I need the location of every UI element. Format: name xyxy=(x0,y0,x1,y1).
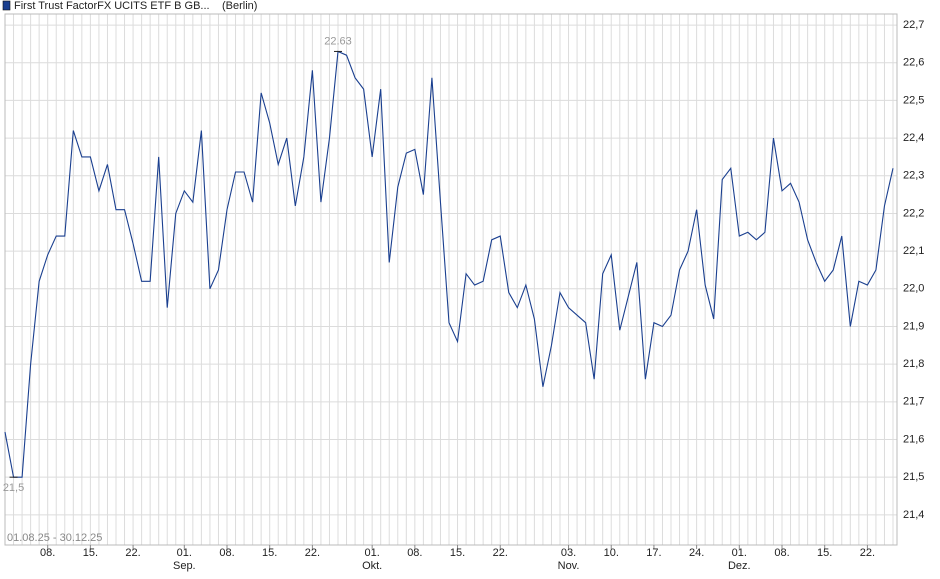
plot-frame xyxy=(4,13,898,546)
x-tick-label: 03. xyxy=(561,547,576,559)
x-tick-label: 15. xyxy=(262,547,277,559)
x-tick-label: 17. xyxy=(646,547,661,559)
y-tick-label: 22,0 xyxy=(903,283,924,295)
legend-label: First Trust FactorFX UCITS ETF B GB... xyxy=(14,0,210,12)
x-tick-label: 15. xyxy=(83,547,98,559)
x-tick-label: 01. xyxy=(177,547,192,559)
x-tick-label: 22. xyxy=(493,547,508,559)
x-tick-label: 08. xyxy=(40,547,55,559)
month-label: Nov. xyxy=(558,560,580,572)
y-tick-label: 21,4 xyxy=(903,509,924,521)
month-label: Okt. xyxy=(362,560,382,572)
month-label: Dez. xyxy=(728,560,751,572)
x-tick-label: 15. xyxy=(817,547,832,559)
legend-swatch xyxy=(2,0,11,11)
y-tick-label: 22,1 xyxy=(903,245,924,257)
y-tick-label: 22,6 xyxy=(903,57,924,69)
x-tick-label: 08. xyxy=(219,547,234,559)
y-tick-label: 21,6 xyxy=(903,433,924,445)
x-tick-label: 08. xyxy=(774,547,789,559)
x-tick-label: 22. xyxy=(860,547,875,559)
y-tick-label: 22,4 xyxy=(903,132,924,144)
price-line xyxy=(4,50,894,478)
x-tick-label: 22. xyxy=(305,547,320,559)
period-label: 01.08.25 - 30.12.25 xyxy=(7,532,102,544)
x-tick-label: 01. xyxy=(365,547,380,559)
x-tick-label: 24. xyxy=(689,547,704,559)
x-tick-label: 10. xyxy=(604,547,619,559)
x-tick-label: 22. xyxy=(125,547,140,559)
annotation-label: 22.63 xyxy=(324,35,352,47)
exchange-label: (Berlin) xyxy=(222,0,257,12)
y-tick-label: 22,3 xyxy=(903,170,924,182)
annotation-label: 21,5 xyxy=(3,482,24,494)
month-label: Sep. xyxy=(173,560,196,572)
y-tick-label: 22,2 xyxy=(903,207,924,219)
y-tick-label: 22,7 xyxy=(903,19,924,31)
y-tick-label: 21,5 xyxy=(903,471,924,483)
x-tick-label: 08. xyxy=(407,547,422,559)
y-tick-label: 21,9 xyxy=(903,320,924,332)
y-tick-label: 21,7 xyxy=(903,396,924,408)
x-tick-label: 15. xyxy=(450,547,465,559)
y-tick-label: 21,8 xyxy=(903,358,924,370)
y-tick-label: 22,5 xyxy=(903,94,924,106)
x-tick-label: 01. xyxy=(732,547,747,559)
